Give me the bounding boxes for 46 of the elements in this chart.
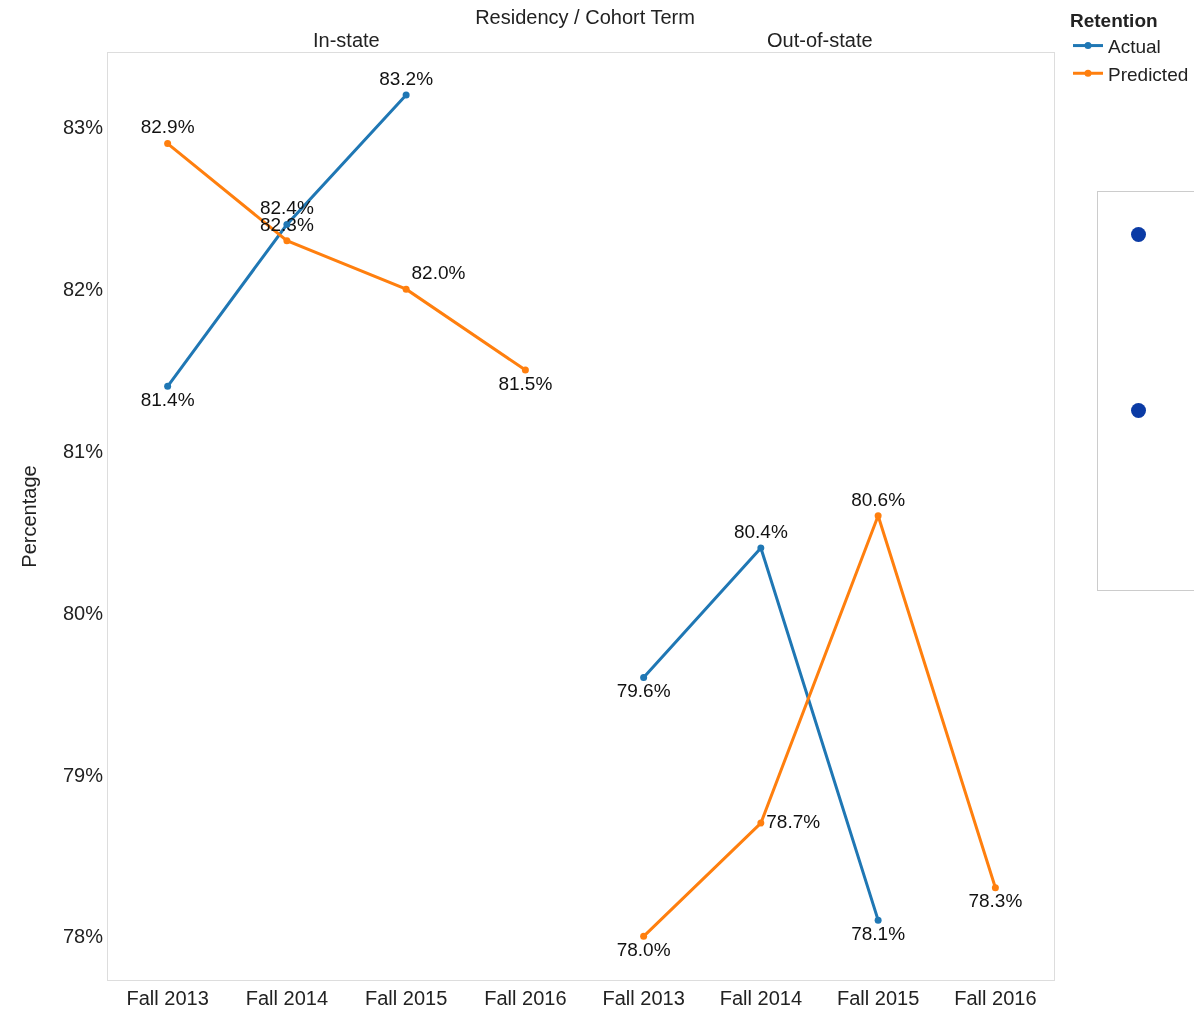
data-label: 78.1%	[851, 922, 906, 944]
legend-label: Predicted	[1108, 63, 1189, 85]
legend-title: Retention	[1070, 9, 1158, 31]
x-tick-label: Fall 2016	[484, 987, 567, 1009]
legend-label: Actual	[1108, 35, 1161, 57]
x-tick-label: Fall 2015	[364, 987, 448, 1009]
point	[757, 544, 765, 552]
point	[283, 237, 291, 245]
chart-subtitle: In-state	[313, 29, 380, 51]
data-label: 82.9%	[140, 116, 195, 138]
y-tick-label: 78%	[62, 925, 104, 948]
data-label: 81.4%	[140, 388, 195, 410]
data-label: 78.0%	[616, 938, 671, 960]
point	[757, 819, 765, 827]
y-tick-label: 79%	[62, 763, 104, 786]
y-tick-label: 83%	[62, 116, 104, 139]
x-tick-label: Fall 2013	[602, 987, 685, 1009]
point	[640, 932, 648, 940]
data-label: 79.6%	[616, 680, 671, 702]
data-label: 83.2%	[379, 67, 434, 89]
point	[164, 382, 172, 390]
point	[402, 91, 410, 99]
y-axis-title: Percentage	[18, 465, 41, 568]
point	[402, 285, 410, 293]
point	[874, 916, 882, 924]
data-label: 80.6%	[851, 488, 906, 510]
data-label: 78.3%	[968, 890, 1023, 912]
y-tick-label: 80%	[62, 601, 104, 624]
y-tick-label: 81%	[62, 439, 104, 462]
point	[640, 673, 648, 681]
data-label: 80.4%	[733, 520, 788, 542]
x-tick-label: Fall 2013	[126, 987, 209, 1009]
data-label: 82.0%	[411, 262, 466, 284]
point	[164, 140, 172, 148]
point	[521, 366, 529, 374]
x-tick-label: Fall 2015	[836, 987, 920, 1009]
chart-title: Residency / Cohort Term	[474, 6, 696, 29]
y-tick-label: 82%	[62, 278, 104, 301]
data-label: 81.5%	[498, 372, 553, 394]
point	[874, 512, 882, 520]
x-tick-label: Fall 2016	[954, 987, 1037, 1009]
x-tick-label: Fall 2014	[719, 987, 803, 1009]
point	[991, 884, 999, 892]
x-tick-label: Fall 2014	[245, 987, 329, 1009]
data-label: 78.7%	[766, 810, 821, 832]
chart-subtitle: Out-of-state	[767, 29, 873, 51]
